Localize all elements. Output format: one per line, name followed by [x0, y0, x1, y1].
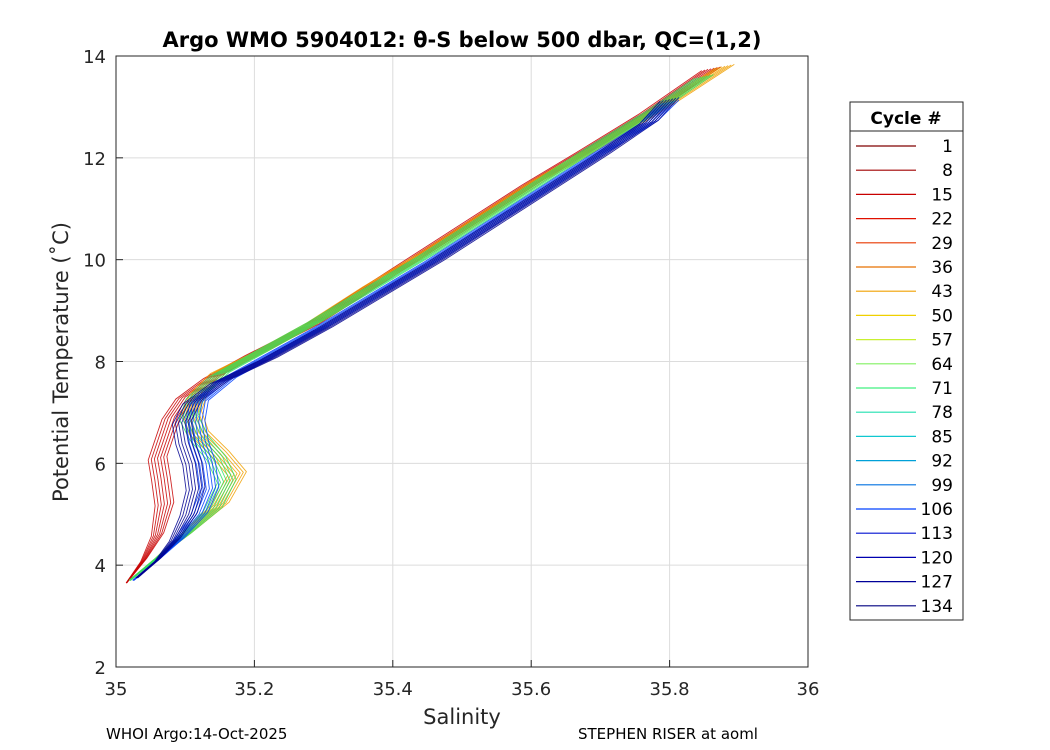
x-tick-label: 35.4: [373, 679, 413, 700]
legend-entry-label: 99: [931, 476, 953, 496]
legend-entry-label: 43: [931, 282, 953, 302]
footer-left: WHOI Argo:14-Oct-2025: [106, 725, 288, 743]
y-tick-label: 12: [83, 149, 106, 170]
series-line: [125, 69, 706, 584]
legend-entry-label: 29: [931, 234, 953, 254]
legend-entry-label: 57: [931, 331, 953, 351]
data-layer: [125, 64, 735, 584]
series-line: [137, 97, 680, 579]
x-tick-label: 35.6: [511, 679, 551, 700]
legend-entries: 1 8 15 22 29 36 43 50 57 64 71 78 85 92 99 106 113 120 127…: [856, 137, 953, 617]
legend-entry-label: 78: [931, 403, 953, 423]
y-tick-label: 2: [95, 658, 106, 679]
x-tick-label: 36: [797, 679, 820, 700]
legend-entry-label: 8: [942, 161, 953, 181]
series-line: [130, 74, 714, 581]
legend-entry-label: 120: [921, 548, 953, 568]
series-line: [125, 68, 709, 584]
series-line: [135, 100, 664, 579]
x-axis-label: Salinity: [423, 705, 501, 729]
series-line: [135, 100, 661, 579]
series-line: [130, 74, 711, 581]
series-line: [129, 67, 719, 581]
legend-entry-label: 36: [931, 258, 953, 278]
y-tick-label: 10: [83, 251, 106, 272]
x-tick-label: 35: [105, 679, 128, 700]
legend-entry-label: 64: [931, 355, 953, 375]
legend-entry-label: 50: [931, 306, 953, 326]
legend-entry-label: 127: [921, 573, 953, 593]
series-line: [137, 97, 677, 579]
series-line: [129, 77, 699, 581]
legend-entry-label: 134: [921, 597, 953, 617]
legend-title: Cycle #: [870, 109, 941, 129]
legend-entry-label: 15: [931, 185, 953, 205]
series-line: [128, 77, 696, 581]
axis-ticks: 35 35.2 35.4 35.6 35.8 36 2 4 6 8 10 12 14: [83, 47, 819, 700]
legend-entry-label: 113: [921, 524, 953, 544]
y-tick-label: 8: [95, 353, 106, 374]
y-tick-label: 6: [95, 454, 106, 475]
x-tick-label: 35.8: [650, 679, 690, 700]
y-tick-label: 4: [95, 556, 106, 577]
y-tick-label: 14: [83, 47, 106, 68]
series-line: [125, 70, 703, 584]
grid: [116, 56, 808, 667]
legend-entry-label: 106: [921, 500, 953, 520]
legend-entry-label: 92: [931, 452, 953, 472]
x-tick-label: 35.2: [234, 679, 274, 700]
series-line: [129, 75, 708, 581]
series-line: [129, 76, 705, 581]
chart-title: Argo WMO 5904012: θ-S below 500 dbar, QC…: [163, 28, 762, 52]
footer-right: STEPHEN RISER at aoml: [578, 725, 758, 743]
legend: Cycle # 18152229364350576471788592991061…: [849, 101, 964, 621]
legend-entry-label: 71: [931, 379, 953, 399]
y-axis-label: Potential Temperature (˚C): [49, 222, 73, 502]
series-line: [136, 99, 667, 579]
legend-entry-label: 1: [942, 137, 953, 157]
series-line: [136, 98, 674, 579]
series-line: [136, 98, 670, 579]
legend-entry-label: 22: [931, 210, 953, 230]
series-line: [129, 76, 702, 581]
legend-entry-label: 85: [931, 427, 953, 447]
